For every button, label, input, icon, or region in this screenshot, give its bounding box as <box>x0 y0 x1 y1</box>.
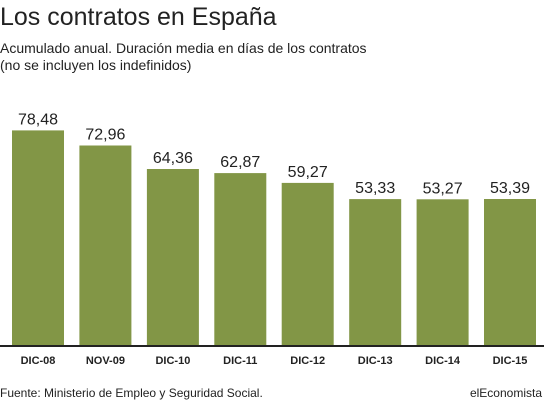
value-label-dic-12: 59,27 <box>288 164 328 181</box>
chart-subtitle: Acumulado anual. Duración media en días … <box>0 40 367 56</box>
x-tick-label-dic-11: DIC-11 <box>223 355 257 367</box>
x-tick-label-dic-13: DIC-13 <box>358 355 393 367</box>
chart-note: (no se incluyen los indefinidos) <box>0 57 192 73</box>
value-label-dic-15: 53,39 <box>490 180 530 197</box>
x-tick-label-dic-12: DIC-12 <box>290 355 325 367</box>
publisher-logo: elEconomista <box>469 386 542 400</box>
bar-dic-12 <box>281 182 334 345</box>
x-tick-label-dic-15: DIC-15 <box>493 355 528 367</box>
bar-dic-08 <box>12 130 64 345</box>
bar-dic-13 <box>349 199 402 345</box>
bar-dic-11 <box>214 173 267 345</box>
bar-dic-14 <box>416 199 469 345</box>
bar-dic-15 <box>484 199 536 345</box>
bars-layer: 78,48 DIC-08 72,96 NOV-09 64,36 DIC-10 62,87 DI… <box>12 111 536 367</box>
bar-nov-09 <box>79 145 132 345</box>
x-tick-label-dic-14: DIC-14 <box>425 355 461 367</box>
bar-dic-10 <box>146 169 199 345</box>
value-label-dic-14: 53,27 <box>423 180 463 197</box>
x-tick-label-nov-09: NOV-09 <box>86 355 125 367</box>
x-tick-label-dic-10: DIC-10 <box>155 355 190 367</box>
value-label-dic-11: 62,87 <box>220 154 260 171</box>
source-note: Fuente: Ministerio de Empleo y Seguridad… <box>0 386 263 400</box>
value-label-nov-09: 72,96 <box>85 127 125 144</box>
value-label-dic-13: 53,33 <box>355 180 395 197</box>
value-label-dic-10: 64,36 <box>153 150 193 167</box>
x-tick-label-dic-08: DIC-08 <box>21 355 56 367</box>
chart-title: Los contratos en España <box>0 3 277 31</box>
value-label-dic-08: 78,48 <box>18 111 58 128</box>
